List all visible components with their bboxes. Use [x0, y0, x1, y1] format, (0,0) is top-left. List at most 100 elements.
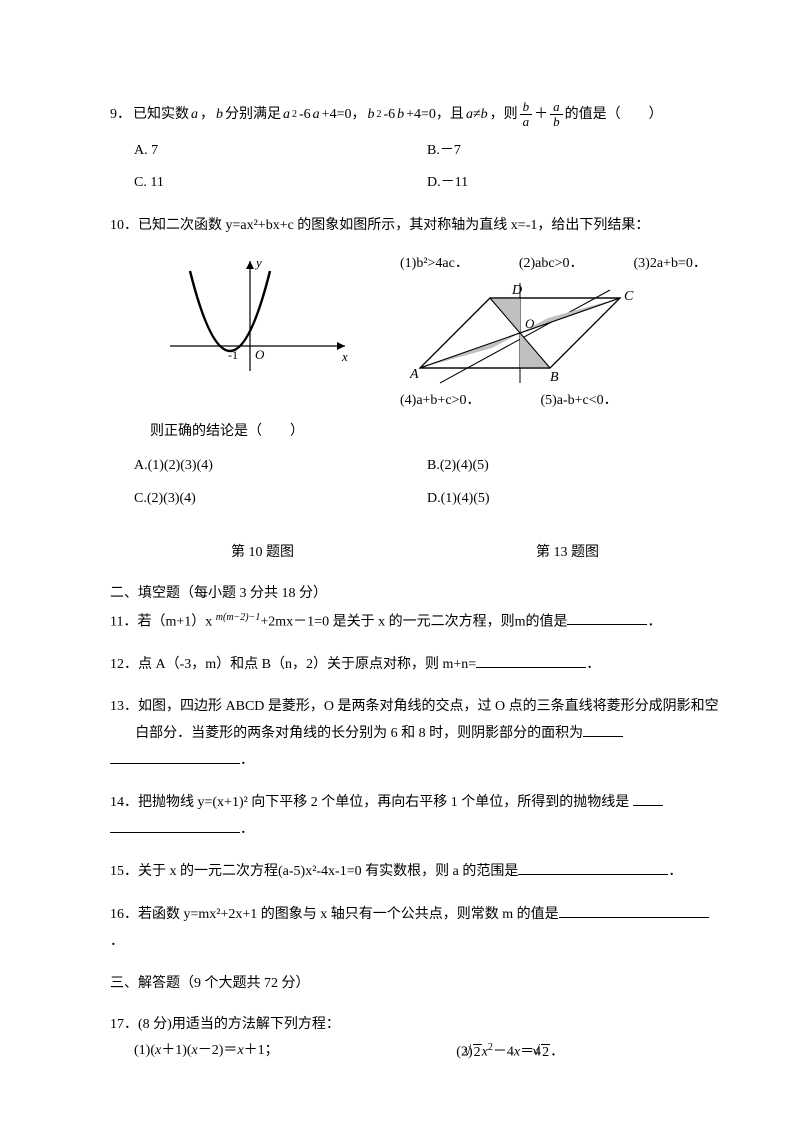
question-15: 15．关于 x 的一元二次方程(a-5)x²-4x-1=0 有实数根，则 a 的…	[110, 859, 720, 886]
sqrt-icon-2: 2	[541, 1040, 550, 1067]
q13-t1: 如图，四边形 ABCD 是菱形，O 是两条对角线的交点，过 O 点的三条直线将菱…	[135, 699, 718, 741]
q10-C: C.(2)(3)(4)	[134, 486, 427, 513]
q9-t4: 的值是（ ）	[565, 102, 663, 129]
q9-eq1r: -6	[299, 102, 311, 129]
q10-A: A.(1)(2)(3)(4)	[134, 453, 427, 480]
q17-parts: (1)(x＋1)(x－2)＝x＋1； (2)2x2－4x＝42．	[134, 1038, 720, 1066]
q17-p1b: ＋1)(	[161, 1043, 191, 1058]
q11-blank	[567, 610, 647, 625]
q11-t2: +2mx－1=0 是关于 x 的一元二次方程，则m的值是	[260, 614, 567, 629]
q17-p1: (1)(	[134, 1043, 155, 1058]
q9-D: D.－11	[427, 170, 720, 197]
q12-blank	[476, 653, 586, 668]
q9-A: A. 7	[134, 138, 427, 165]
q17-part2: (2)2x2－4x＝42．	[456, 1038, 564, 1066]
q10-r4: (4)a+b+c>0．	[400, 388, 480, 415]
fig13-label: 第 13 题图	[536, 540, 599, 567]
rhombus-O: O	[525, 316, 535, 331]
q9-t3: ，则	[490, 102, 518, 129]
rhombus-B: B	[550, 370, 559, 385]
q9-f1n: b	[520, 100, 533, 115]
q9-frac2: ab	[550, 100, 563, 130]
section-3-title: 三、解答题（9 个大题共 72 分）	[110, 971, 720, 998]
q9-b: b	[216, 102, 223, 129]
q17-p1d: －2)＝	[198, 1043, 238, 1058]
q17-sqrt1: 2	[473, 1044, 482, 1060]
rhombus-C: C	[624, 289, 634, 304]
q17-part1: (1)(x＋1)(x－2)＝x＋1；	[134, 1038, 456, 1066]
q9-eq1a2: a	[313, 102, 320, 129]
question-12: 12．点 A（-3，m）和点 B（n，2）关于原点对称，则 m+n=．	[110, 652, 720, 679]
y-axis-label: y	[254, 255, 262, 270]
q10-r3: (3)2a+b=0．	[634, 251, 707, 278]
q10-figures-row: y x O -1 (1)b²>4ac． (2)abc>0． (3)2a+b=0．	[160, 251, 720, 414]
q12-num: 12．	[110, 657, 138, 672]
q17-p2f: ．	[550, 1045, 564, 1060]
q10-num: 10．	[110, 218, 138, 233]
q11-num: 11．	[110, 614, 137, 629]
q15-t1: 关于 x 的一元二次方程(a-5)x²-4x-1=0 有实数根，则 a 的范围是	[138, 864, 518, 879]
q9-eq1s: 2	[292, 105, 297, 124]
q16-t2: ．	[110, 934, 124, 949]
q10-concl: 则正确的结论是（ ）	[150, 419, 720, 446]
q10-D: D.(1)(4)(5)	[427, 486, 720, 513]
question-13: 13．如图，四边形 ABCD 是菱形，O 是两条对角线的交点，过 O 点的三条直…	[110, 694, 720, 774]
origin-label: O	[255, 347, 265, 362]
q9-a: a	[191, 102, 198, 129]
q11-exp: m(m−2)−1	[216, 612, 261, 623]
q17-t1: (8 分)用适当的方法解下列方程：	[138, 1017, 340, 1032]
rhombus-A: A	[409, 367, 419, 382]
q9-eq2e: +4=0，且	[406, 102, 464, 129]
q17-p2c: －4	[493, 1045, 514, 1060]
q14-t1: 把抛物线 y=(x+1)² 向下平移 2 个单位，再向右平移 1 个单位，所得到…	[138, 795, 633, 810]
q16-t1: 若函数 y=mx²+2x+1 的图象与 x 轴只有一个公共点，则常数 m 的值是	[138, 907, 559, 922]
q17-p1f: ＋1；	[244, 1043, 279, 1058]
q16-blank	[559, 903, 709, 918]
q10-B: B.(2)(4)(5)	[427, 453, 720, 480]
q13-blank2	[110, 749, 240, 764]
q10-choices: A.(1)(2)(3)(4) B.(2)(4)(5) C.(2)(3)(4) D…	[134, 453, 720, 512]
q13-blank1	[583, 722, 623, 737]
sqrt-icon-1: 2	[473, 1040, 482, 1067]
q10-text: 已知二次函数 y=ax²+bx+c 的图象如图所示，其对称轴为直线 x=-1，给…	[138, 218, 649, 233]
parabola-figure: y x O -1	[160, 251, 360, 381]
figure-labels-row: 第 10 题图 第 13 题图	[110, 540, 720, 567]
question-11: 11．若（m+1）x m(m−2)−1+2mx－1=0 是关于 x 的一元二次方…	[110, 608, 720, 636]
q16-num: 16．	[110, 907, 138, 922]
q11-t3: ．	[647, 614, 661, 629]
q10-r2: (2)abc>0．	[519, 251, 584, 278]
question-10: 10．已知二次函数 y=ax²+bx+c 的图象如图所示，其对称轴为直线 x=-…	[110, 213, 720, 513]
rhombus-figure: A B C D O	[400, 278, 650, 388]
q17-stem: 17．(8 分)用适当的方法解下列方程：	[110, 1012, 720, 1039]
q9-eq2s: 2	[376, 105, 381, 124]
q14-blank1	[633, 791, 663, 806]
q9-eq2r: -6	[383, 102, 395, 129]
q14-t2: ．	[240, 822, 254, 837]
q9-eq1e: +4=0，	[322, 102, 366, 129]
q9-f2d: b	[550, 115, 563, 129]
q17-sqrt2: 2	[541, 1044, 550, 1060]
q9-B: B.－7	[427, 138, 720, 165]
q9-eq2l: b	[367, 102, 374, 129]
section-2-title: 二、填空题（每小题 3 分共 18 分）	[110, 581, 720, 608]
q9-t1: 已知实数	[133, 102, 189, 129]
q9-f2n: a	[550, 100, 563, 115]
fig10-label: 第 10 题图	[231, 540, 294, 567]
q10-results-row2: (4)a+b+c>0． (5)a-b+c<0．	[400, 388, 707, 415]
q9-plus: ＋	[534, 102, 548, 129]
question-16: 16．若函数 y=mx²+2x+1 的图象与 x 轴只有一个公共点，则常数 m …	[110, 902, 720, 955]
question-14: 14．把抛物线 y=(x+1)² 向下平移 2 个单位，再向右平移 1 个单位，…	[110, 790, 720, 843]
q9-frac1: ba	[520, 100, 533, 130]
q9-stem: 9． 已知实数 a ， b 分别满足 a2 -6 a +4=0， b2 -6 b…	[110, 100, 720, 130]
q9-neq: a≠b	[466, 102, 488, 129]
q12-t1: 点 A（-3，m）和点 B（n，2）关于原点对称，则 m+n=	[138, 657, 476, 672]
q9-C: C. 11	[134, 170, 427, 197]
q9-num: 9．	[110, 102, 131, 129]
question-17: 17．(8 分)用适当的方法解下列方程： (1)(x＋1)(x－2)＝x＋1； …	[110, 1012, 720, 1067]
q9-f1d: a	[520, 115, 533, 129]
q10-right-col: (1)b²>4ac． (2)abc>0． (3)2a+b=0． A B	[400, 251, 707, 414]
q14-num: 14．	[110, 795, 138, 810]
q15-num: 15．	[110, 864, 138, 879]
rhombus-D: D	[511, 283, 522, 298]
q13-t2: ．	[240, 753, 254, 768]
